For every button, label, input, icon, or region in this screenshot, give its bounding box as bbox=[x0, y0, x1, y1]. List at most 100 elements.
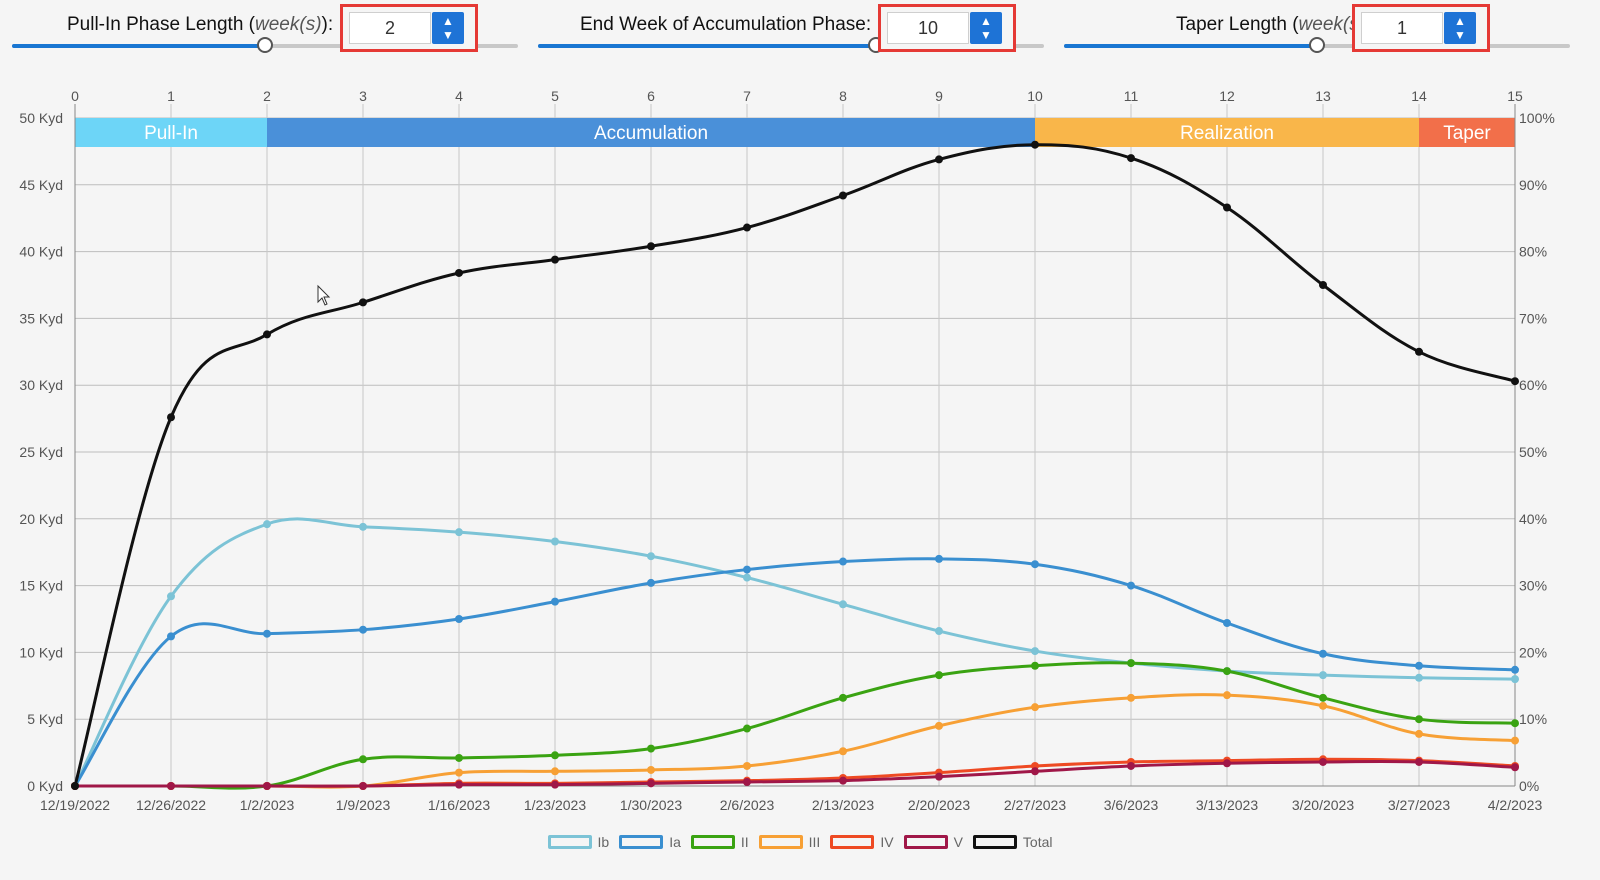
taper-slider-thumb[interactable] bbox=[1309, 37, 1325, 53]
data-point bbox=[1223, 619, 1231, 628]
pull-in-label-suffix: ): bbox=[321, 14, 334, 35]
legend-item-ia[interactable]: Ia bbox=[619, 830, 681, 854]
taper-spinner-highlight: 1 ▲ ▼ bbox=[1352, 4, 1490, 52]
accumulation-end-spinner-buttons[interactable]: ▲ ▼ bbox=[970, 12, 1002, 44]
data-point bbox=[1031, 560, 1039, 569]
pull-in-slider-fill bbox=[12, 44, 265, 48]
data-point bbox=[1511, 736, 1519, 745]
x-top-tick-label: 7 bbox=[743, 88, 751, 104]
data-point bbox=[455, 780, 463, 789]
x-top-tick-label: 8 bbox=[839, 88, 847, 104]
data-point bbox=[1319, 757, 1327, 766]
grid bbox=[74, 104, 1516, 787]
data-point bbox=[455, 268, 463, 277]
accumulation-end-value-input[interactable]: 10 bbox=[887, 12, 969, 44]
legend-swatch bbox=[758, 835, 803, 849]
data-point bbox=[167, 592, 175, 601]
chevron-down-icon[interactable]: ▼ bbox=[442, 28, 454, 42]
pull-in-spinner-highlight: 2 ▲ ▼ bbox=[340, 4, 478, 52]
data-point bbox=[455, 753, 463, 762]
y-right-tick-label: 30% bbox=[1519, 578, 1547, 594]
phase-bar: Pull-In Accumulation Realization Taper bbox=[75, 118, 1515, 147]
data-point bbox=[551, 751, 559, 760]
training-volume-chart: Pull-In Accumulation Realization Taper 0 Ky… bbox=[19, 88, 1554, 813]
x-top-tick-label: 13 bbox=[1315, 88, 1331, 104]
data-point bbox=[1127, 659, 1135, 668]
data-point bbox=[455, 768, 463, 777]
y-left-tick-label: 10 Kyd bbox=[19, 644, 63, 660]
x-bottom-tick-label: 3/13/2023 bbox=[1196, 797, 1258, 813]
x-top-tick-label: 9 bbox=[935, 88, 943, 104]
chevron-down-icon[interactable]: ▼ bbox=[1454, 28, 1466, 42]
series-line-v bbox=[75, 759, 1516, 788]
accumulation-end-label: End Week of Accumulation Phase: bbox=[580, 14, 872, 35]
data-point bbox=[1511, 719, 1519, 728]
series-line-ii bbox=[75, 661, 1516, 790]
taper-value-input[interactable]: 1 bbox=[1361, 12, 1443, 44]
data-point bbox=[167, 782, 175, 790]
y-left-tick-label: 5 Kyd bbox=[27, 711, 63, 727]
series-lines bbox=[71, 140, 1519, 790]
data-point bbox=[1127, 761, 1135, 770]
pull-in-value-input[interactable]: 2 bbox=[349, 12, 431, 44]
data-point bbox=[455, 615, 463, 623]
data-point bbox=[1223, 691, 1231, 700]
data-point bbox=[1127, 154, 1135, 163]
pull-in-label-unit: week(s) bbox=[255, 14, 322, 35]
legend-item-v[interactable]: V bbox=[903, 830, 963, 854]
legend-swatch bbox=[972, 835, 1017, 849]
taper-label: Taper Length (week(s)) bbox=[1176, 14, 1371, 36]
data-point bbox=[551, 597, 559, 606]
legend-item-iii[interactable]: III bbox=[758, 830, 820, 854]
x-top-tick-label: 1 bbox=[167, 88, 175, 104]
y-left-tick-label: 35 Kyd bbox=[19, 310, 63, 326]
series-v bbox=[71, 757, 1519, 790]
x-top-tick-label: 12 bbox=[1219, 88, 1235, 104]
y-right-tick-label: 100% bbox=[1519, 110, 1555, 126]
x-bottom-tick-label: 4/2/2023 bbox=[1488, 797, 1543, 813]
x-top-tick-label: 10 bbox=[1027, 88, 1043, 104]
x-top-tick-label: 2 bbox=[263, 88, 271, 104]
y-left-tick-label: 0 Kyd bbox=[27, 778, 63, 794]
legend-item-ib[interactable]: Ib bbox=[547, 830, 609, 854]
series-iii bbox=[71, 691, 1519, 790]
data-point bbox=[743, 565, 751, 574]
y-left-tick-label: 45 Kyd bbox=[19, 177, 63, 193]
legend-swatch bbox=[903, 835, 948, 849]
data-point bbox=[839, 747, 847, 756]
data-point bbox=[1031, 767, 1039, 776]
data-point bbox=[743, 223, 751, 232]
chevron-up-icon[interactable]: ▲ bbox=[1454, 14, 1466, 28]
x-top-tick-label: 0 bbox=[71, 88, 79, 104]
x-bottom-tick-label: 1/16/2023 bbox=[428, 797, 490, 813]
chevron-up-icon[interactable]: ▲ bbox=[980, 14, 992, 28]
series-line-ia bbox=[73, 557, 1516, 787]
pull-in-label-prefix: Pull-In Phase Length ( bbox=[67, 14, 256, 35]
legend-item-iv[interactable]: IV bbox=[830, 830, 894, 854]
pull-in-slider-thumb[interactable] bbox=[257, 37, 273, 53]
legend-item-total[interactable]: Total bbox=[972, 830, 1052, 854]
data-point bbox=[1031, 661, 1039, 670]
data-point bbox=[263, 520, 271, 529]
y-left-tick-label: 15 Kyd bbox=[19, 578, 63, 594]
phase-label: Realization bbox=[1180, 123, 1274, 144]
axes: 0 Kyd 0% 5 Kyd 10% 10 Kyd 20% 15 Kyd 30% 20 Kyd 4… bbox=[19, 88, 1554, 813]
data-point bbox=[1415, 757, 1423, 766]
series-ib bbox=[71, 517, 1519, 790]
chevron-down-icon[interactable]: ▼ bbox=[980, 28, 992, 42]
data-point bbox=[1319, 693, 1327, 702]
x-bottom-tick-label: 1/2/2023 bbox=[240, 797, 295, 813]
x-bottom-tick-label: 2/13/2023 bbox=[812, 797, 874, 813]
taper-spinner-buttons[interactable]: ▲ ▼ bbox=[1444, 12, 1476, 44]
legend-swatch bbox=[547, 835, 592, 849]
data-point bbox=[935, 627, 943, 636]
chevron-up-icon[interactable]: ▲ bbox=[442, 14, 454, 28]
data-point bbox=[1415, 347, 1423, 356]
data-point bbox=[551, 767, 559, 776]
legend-item-ii[interactable]: II bbox=[690, 830, 749, 854]
x-bottom-tick-label: 12/19/2022 bbox=[40, 797, 110, 813]
x-bottom-tick-label: 2/20/2023 bbox=[908, 797, 970, 813]
pull-in-spinner-buttons[interactable]: ▲ ▼ bbox=[432, 12, 464, 44]
data-point bbox=[647, 765, 655, 774]
data-point bbox=[1511, 377, 1519, 386]
